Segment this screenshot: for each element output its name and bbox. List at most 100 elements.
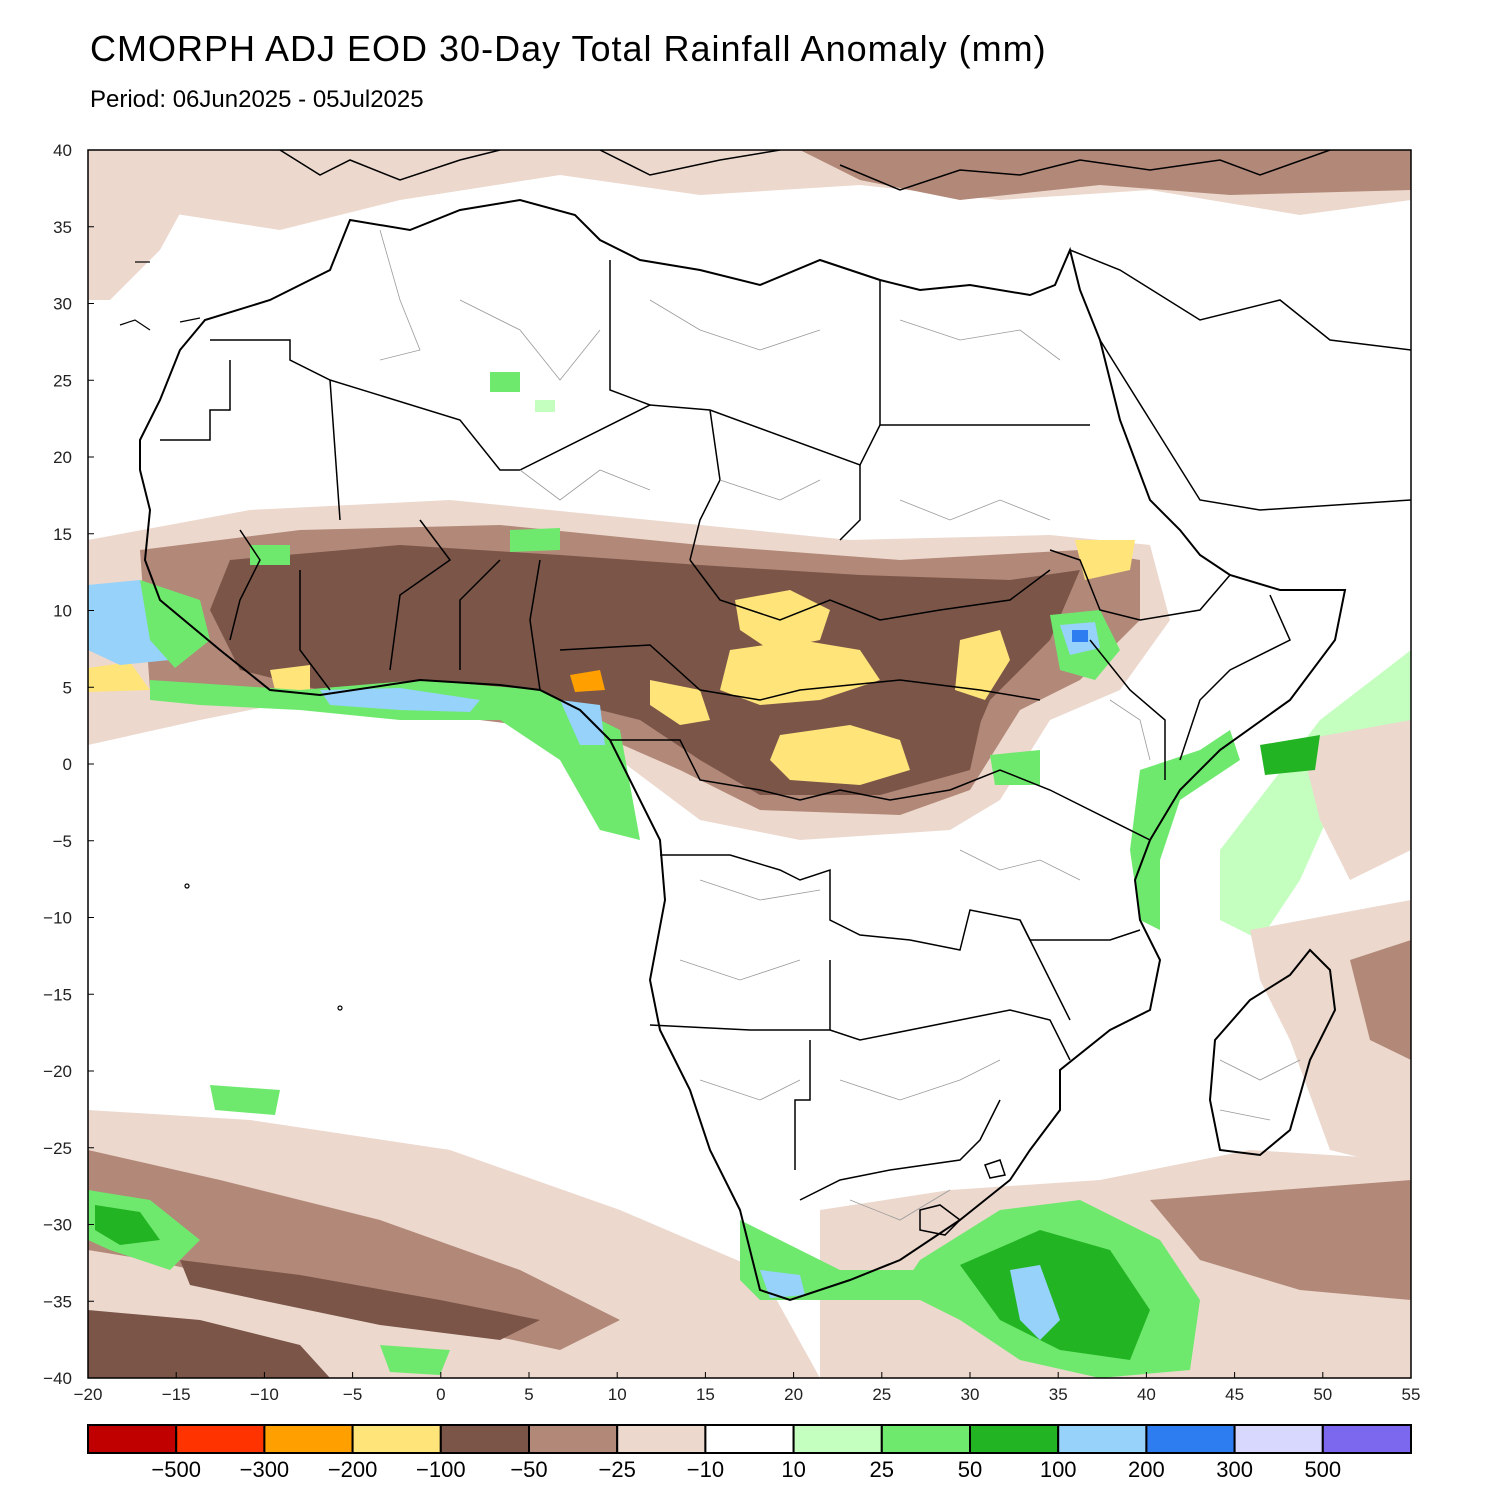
colorbar-swatch bbox=[704, 1424, 795, 1454]
lat-tick-label: 35 bbox=[53, 218, 72, 237]
anomaly-patch-yellow-car bbox=[720, 640, 880, 705]
anomaly-region-east-coast-green bbox=[1130, 730, 1240, 930]
colorbar-swatch bbox=[1145, 1424, 1236, 1454]
lat-tick-label: −10 bbox=[43, 909, 72, 928]
colorbar-swatch bbox=[792, 1424, 883, 1454]
anomaly-patch-yellow-liberia bbox=[270, 665, 310, 690]
mediterranean-north-shore bbox=[279, 150, 1331, 191]
lon-tick-label: 30 bbox=[961, 1385, 980, 1404]
anomaly-region-south-atlantic-light bbox=[88, 1110, 820, 1378]
colorbar-label: 10 bbox=[781, 1457, 805, 1482]
colorbar-legend: −500 −300 −200 −100 −50 −25 −10 10 25 50 100 200 300… bbox=[87, 1424, 1413, 1482]
anomaly-region-agulhas-medium bbox=[1150, 1180, 1411, 1300]
anomaly-region-cape-blue bbox=[760, 1270, 805, 1298]
colorbar-label: −500 bbox=[151, 1457, 201, 1482]
anomaly-patch-sahara-green-1 bbox=[490, 372, 520, 392]
islands bbox=[119, 261, 343, 1011]
colorbar-swatch bbox=[1233, 1424, 1324, 1454]
lat-tick-label: 15 bbox=[53, 525, 72, 544]
lat-tick-label: 30 bbox=[53, 295, 72, 314]
lat-tick-label: 20 bbox=[53, 448, 72, 467]
sinai-redsea bbox=[1069, 249, 1411, 511]
lon-tick-label: −15 bbox=[162, 1385, 191, 1404]
lon-tick-label: −10 bbox=[250, 1385, 279, 1404]
longitude-axis: −20 −15 −10 −5 0 5 10 15 20 25 30 35 40 45 50 55 bbox=[74, 1372, 1421, 1404]
latitude-axis: 40 35 30 25 20 15 10 5 0 −5 −10 −15 −20 −25 −30 −35 −40 bbox=[43, 141, 94, 1388]
anomaly-patch-yellow-sudan bbox=[955, 630, 1010, 700]
colorbar-swatch bbox=[87, 1424, 178, 1454]
lon-tick-label: 15 bbox=[696, 1385, 715, 1404]
lat-tick-label: −30 bbox=[43, 1216, 72, 1235]
anomaly-patch-indian-green bbox=[1260, 735, 1320, 775]
colorbar-swatch bbox=[969, 1424, 1060, 1454]
colorbar-label: 300 bbox=[1216, 1457, 1253, 1482]
lat-tick-label: 25 bbox=[53, 371, 72, 390]
country-outlines bbox=[119, 150, 1411, 1302]
colorbar-label: 200 bbox=[1128, 1457, 1165, 1482]
colorbar-label: −10 bbox=[687, 1457, 724, 1482]
lon-tick-label: −5 bbox=[343, 1385, 362, 1404]
lon-tick-label: 50 bbox=[1313, 1385, 1332, 1404]
anomaly-region-indian-ocean-brown bbox=[1300, 720, 1411, 880]
colorbar-swatch bbox=[528, 1424, 619, 1454]
colorbar-label: 25 bbox=[870, 1457, 894, 1482]
colorbar-label: −25 bbox=[599, 1457, 636, 1482]
anomaly-region-lake-victoria bbox=[990, 750, 1040, 785]
anomaly-shading bbox=[88, 150, 1411, 1378]
lon-tick-label: 55 bbox=[1402, 1385, 1421, 1404]
colorbar-label: −50 bbox=[510, 1457, 547, 1482]
colorbar-label: −200 bbox=[328, 1457, 378, 1482]
period-subtitle: Period: 06Jun2025 - 05Jul2025 bbox=[90, 86, 424, 113]
lat-tick-label: −5 bbox=[53, 832, 72, 851]
colorbar-swatch bbox=[1321, 1424, 1413, 1454]
colorbar-swatch bbox=[439, 1424, 530, 1454]
lat-tick-label: 10 bbox=[53, 602, 72, 621]
anomaly-region-agulhas-dark-green bbox=[960, 1230, 1150, 1360]
colorbar-swatch bbox=[175, 1424, 266, 1454]
anomaly-patch-yellow-gulf bbox=[88, 662, 150, 692]
anomaly-region-south-atlantic-dark2 bbox=[88, 1310, 330, 1378]
admin-borders bbox=[379, 229, 1301, 1221]
anomaly-region-turkey bbox=[800, 150, 1411, 200]
anomaly-region-atlantic-nw bbox=[88, 150, 190, 300]
anomaly-region-se-indian-ocean-med bbox=[1350, 940, 1411, 1060]
colorbar-swatch bbox=[351, 1424, 442, 1454]
anomaly-region-sw-green-dark bbox=[95, 1205, 160, 1245]
madagascar-outline bbox=[1208, 948, 1337, 1157]
anomaly-region-cameroon-coast bbox=[560, 700, 605, 745]
anomaly-patch-sahel-green-2 bbox=[510, 528, 560, 552]
lon-tick-label: 20 bbox=[784, 1385, 803, 1404]
lat-tick-label: 40 bbox=[53, 141, 72, 160]
lat-tick-label: 0 bbox=[63, 755, 72, 774]
colorbar-label: 500 bbox=[1304, 1457, 1341, 1482]
anomaly-patch-atlantic-green bbox=[210, 1085, 280, 1115]
lon-tick-label: 25 bbox=[872, 1385, 891, 1404]
anomaly-patch-yellow-nigeria bbox=[650, 680, 710, 725]
colorbar-label: −100 bbox=[416, 1457, 466, 1482]
major-borders bbox=[160, 260, 1291, 1236]
colorbar-label: 100 bbox=[1040, 1457, 1077, 1482]
anomaly-region-senegal-green bbox=[140, 580, 210, 668]
colorbar-swatch bbox=[880, 1424, 971, 1454]
lon-tick-label: 5 bbox=[524, 1385, 533, 1404]
lon-tick-label: 10 bbox=[608, 1385, 627, 1404]
anomaly-region-south-atlantic-medium bbox=[88, 1150, 620, 1350]
lat-tick-label: −20 bbox=[43, 1062, 72, 1081]
anomaly-patch-yellow-chad bbox=[735, 590, 830, 650]
anomaly-region-ethiopia-core bbox=[1072, 630, 1088, 642]
colorbar-label: −300 bbox=[240, 1457, 290, 1482]
anomaly-patch-yellow-ethiopia bbox=[1075, 540, 1135, 580]
anomaly-region-south-atlantic-dark1 bbox=[180, 1260, 540, 1340]
lat-tick-label: −15 bbox=[43, 985, 72, 1004]
lon-tick-label: −20 bbox=[74, 1385, 103, 1404]
anomaly-region-agulhas-blue bbox=[1010, 1265, 1060, 1340]
anomaly-region-guinea-coast-green bbox=[150, 680, 640, 840]
colorbar-swatch bbox=[616, 1424, 707, 1454]
map-title: CMORPH ADJ EOD 30-Day Total Rainfall Ano… bbox=[90, 28, 1047, 69]
colorbar-swatch bbox=[263, 1424, 354, 1454]
lat-tick-label: −25 bbox=[43, 1139, 72, 1158]
anomaly-patch-orange-cameroon bbox=[570, 670, 605, 692]
anomaly-region-guinea-coast-blue bbox=[320, 688, 480, 712]
lat-tick-label: −40 bbox=[43, 1369, 72, 1388]
lon-tick-label: 45 bbox=[1225, 1385, 1244, 1404]
